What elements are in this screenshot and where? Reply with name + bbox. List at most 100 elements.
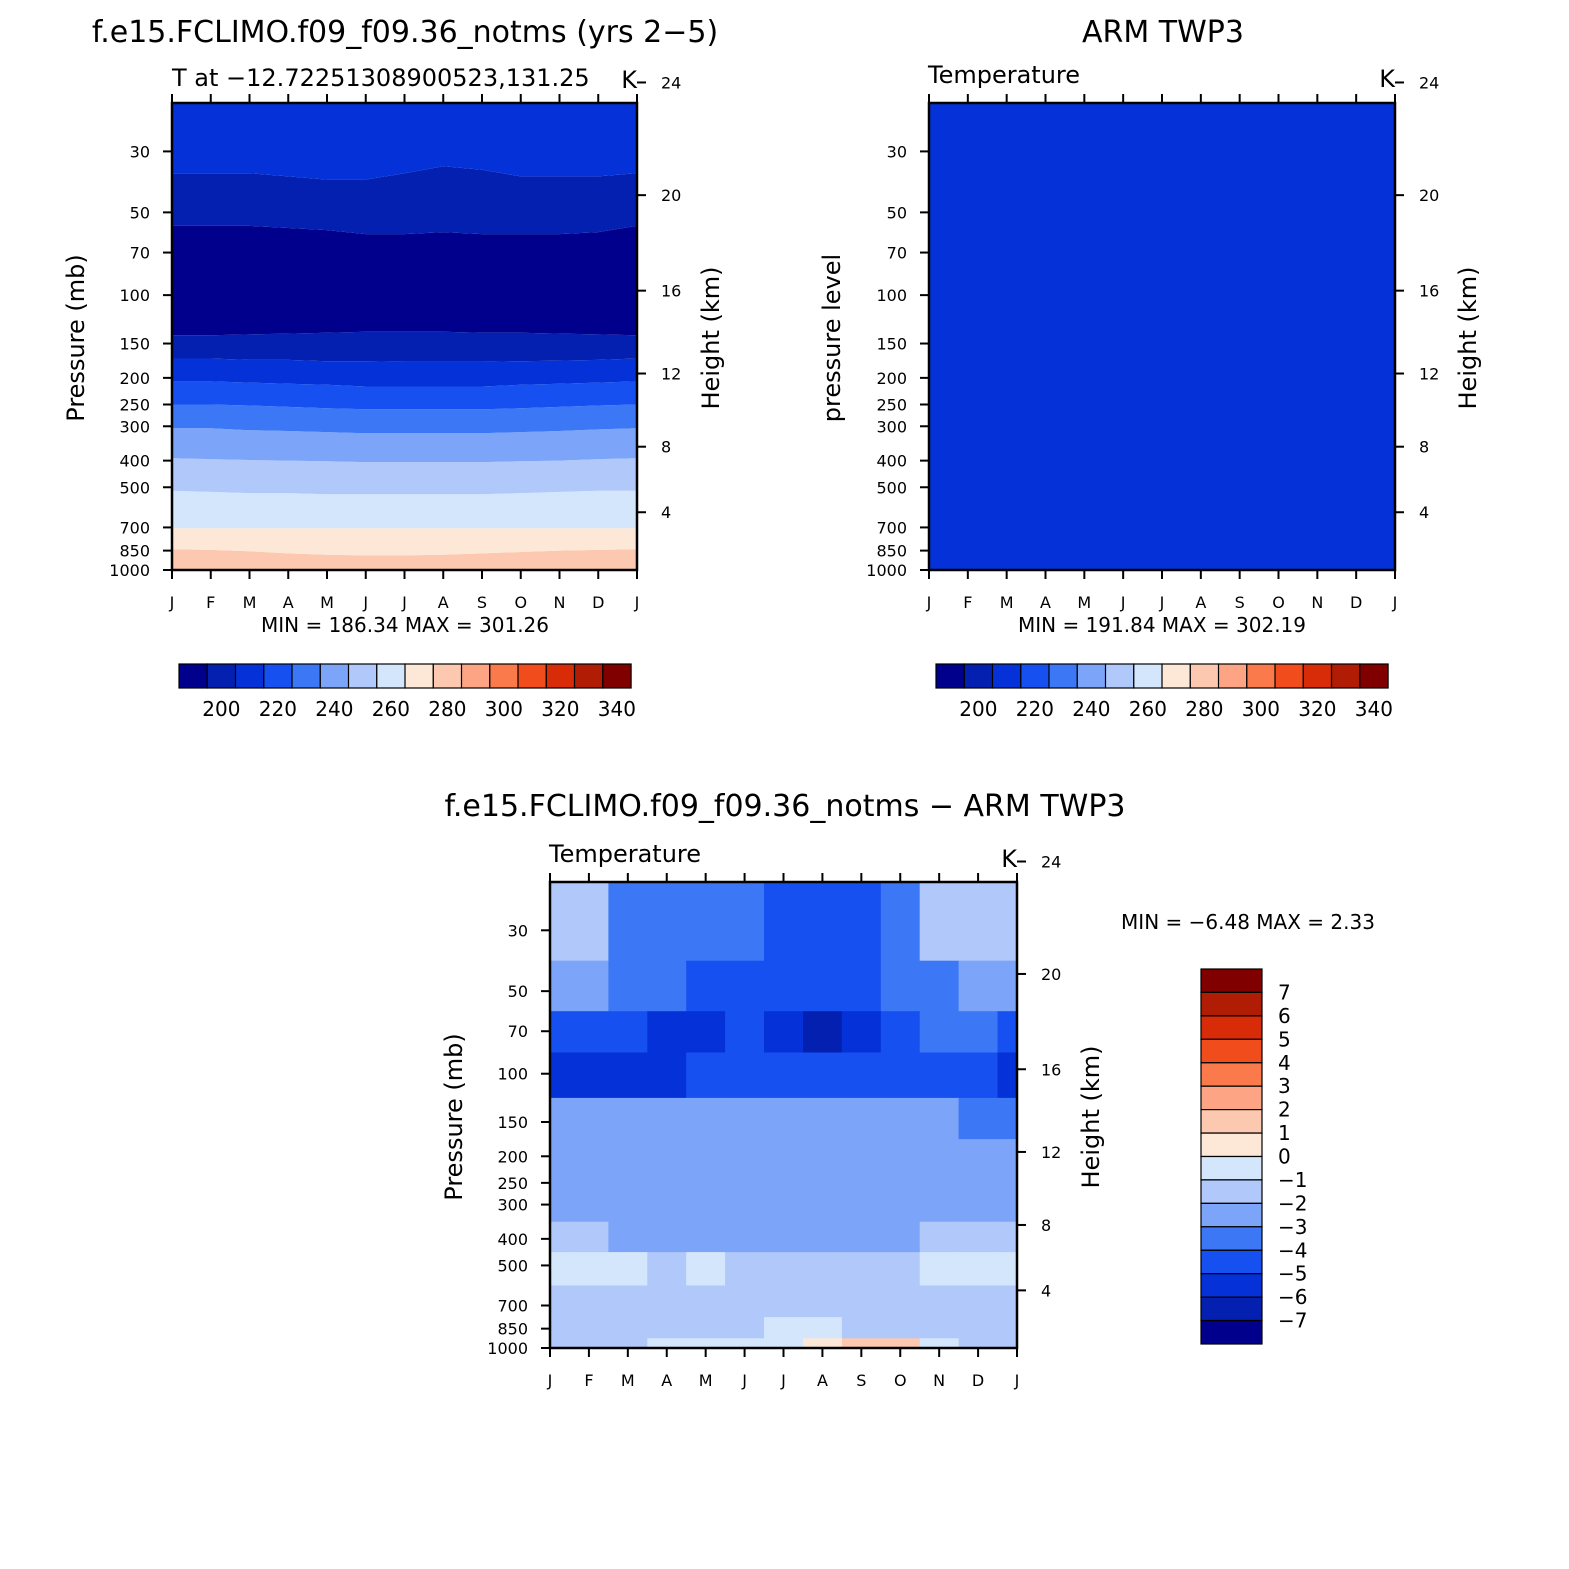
- panel1-contour-band: [172, 331, 637, 362]
- panel1-contour-band: [172, 549, 637, 570]
- panel3-contour-cell: [919, 960, 960, 1012]
- panel3-contour-cell: [764, 1011, 804, 1054]
- height-tick-label: 24: [1419, 73, 1439, 92]
- pressure-tick-label: 700: [497, 1297, 528, 1316]
- panel3-contour-cell: [569, 1338, 609, 1349]
- panel3-colorbar-label: −7: [1278, 1309, 1307, 1333]
- height-tick-label: 16: [1419, 282, 1439, 301]
- colorbar-swatch: [1246, 663, 1276, 689]
- panel1-units: K: [621, 66, 638, 94]
- panel3-contour-cell: [841, 1338, 882, 1349]
- panel3-contour-cell: [608, 1317, 648, 1339]
- panel3-colorbar-label: −4: [1278, 1238, 1307, 1262]
- month-tick-label: M: [243, 593, 257, 612]
- panel3-contour-cell: [919, 1221, 960, 1253]
- panel3-colorbar-label: 4: [1278, 1051, 1291, 1075]
- panel1-colorbar-label: 260: [372, 697, 410, 721]
- month-tick-label: A: [438, 593, 449, 612]
- panel3-contour-cell: [919, 882, 960, 962]
- panel3-contour-cell: [803, 1139, 843, 1181]
- colorbar-swatch: [1076, 663, 1107, 689]
- panel3-contour-cell: [958, 1052, 999, 1099]
- panel1-ylabel: Pressure (mb): [62, 254, 90, 421]
- height-tick-label: 24: [661, 73, 681, 92]
- panel3-contour-cell: [647, 1285, 687, 1318]
- pressure-tick-label: 700: [876, 518, 907, 537]
- month-tick-label: A: [283, 593, 294, 612]
- month-tick-label: N: [933, 1371, 945, 1390]
- colorbar-swatch: [1330, 663, 1361, 689]
- month-tick-label: J: [169, 593, 175, 612]
- panel3-contour-cell: [803, 1221, 843, 1253]
- panel3-contour-cell: [997, 1317, 1018, 1339]
- panel3-contour-cell: [919, 1252, 960, 1286]
- panel3-contour-cell: [608, 1221, 648, 1253]
- colorbar-swatch: [1200, 1062, 1263, 1087]
- panel3-contour-cell: [608, 1139, 648, 1181]
- pressure-tick-label: 400: [119, 452, 150, 471]
- colorbar-swatch: [1048, 663, 1078, 689]
- panel1-subtitle: T at −12.72251308900523,131.25: [171, 64, 590, 92]
- pressure-tick-label: 300: [119, 417, 150, 436]
- month-tick-label: J: [547, 1371, 553, 1390]
- panel3-contour-cell: [550, 1221, 571, 1253]
- panel3-contour-cell: [686, 1052, 726, 1099]
- panel3-contour-cell: [647, 1011, 687, 1054]
- panel1-colorbar: 200 220 240 260 280 300 320 340: [178, 663, 636, 721]
- panel3-contour-cell: [958, 1097, 999, 1140]
- colorbar-swatch: [178, 663, 208, 689]
- month-tick-label: M: [621, 1371, 635, 1390]
- panel3-contour-cell: [919, 1052, 960, 1099]
- panel3-contour-cell: [725, 960, 765, 1012]
- pressure-tick-label: 1000: [866, 561, 907, 580]
- panel2-title: ARM TWP3: [1082, 15, 1244, 50]
- month-tick-label: J: [1159, 593, 1165, 612]
- panel3-contour-cell: [647, 1097, 687, 1140]
- pressure-tick-label: 250: [119, 396, 150, 415]
- month-tick-label: O: [894, 1371, 907, 1390]
- panel3-ylabel: Pressure (mb): [440, 1033, 468, 1200]
- panel3-contour-cell: [958, 1139, 999, 1181]
- colorbar-swatch: [263, 663, 293, 689]
- height-tick-label: 20: [1041, 965, 1061, 984]
- panel3-contour-cell: [919, 1180, 960, 1223]
- panel2-colorbar-label: 320: [1298, 697, 1336, 721]
- colorbar-swatch: [1200, 1155, 1263, 1181]
- panel2-colorbar-label: 280: [1185, 697, 1223, 721]
- colorbar-swatch: [1359, 663, 1389, 689]
- panel3-contour-cell: [803, 1252, 843, 1286]
- panel3-colorbar-label: 6: [1278, 1004, 1291, 1028]
- colorbar-swatch: [1200, 991, 1263, 1017]
- colorbar-swatch: [935, 663, 965, 689]
- colorbar-swatch: [1200, 1132, 1263, 1158]
- panel3-contour-cell: [569, 882, 609, 962]
- panel2-colorbar-label: 220: [1016, 697, 1054, 721]
- pressure-tick-label: 200: [119, 369, 150, 388]
- month-tick-label: D: [972, 1371, 984, 1390]
- panel3-contour-cell: [958, 1317, 999, 1339]
- panel3-contour-cell: [550, 1252, 571, 1286]
- panel3-contour-cell: [841, 960, 882, 1012]
- panel3-contour-cell: [997, 1011, 1018, 1054]
- panel3-contour-cell: [569, 1139, 609, 1181]
- height-tick-label: 12: [661, 365, 681, 384]
- panel3-contour-cell: [569, 1097, 609, 1140]
- panel2-colorbar-label: 240: [1072, 697, 1110, 721]
- panel3-contour-cell: [725, 1011, 765, 1054]
- pressure-tick-label: 50: [130, 203, 150, 222]
- panel3-contour-cell: [803, 1052, 843, 1099]
- month-tick-label: O: [514, 593, 527, 612]
- pressure-tick-label: 200: [876, 369, 907, 388]
- panel2-colorbar-label: 340: [1355, 697, 1393, 721]
- panel3-contour-cell: [647, 1052, 687, 1099]
- month-tick-label: S: [477, 593, 487, 612]
- panel3-contour-cell: [997, 1285, 1018, 1318]
- pressure-tick-label: 850: [497, 1320, 528, 1339]
- panel3-contour-cell: [880, 1317, 921, 1339]
- panel3-contour-cell: [841, 1097, 882, 1140]
- panel3-contour-cell: [803, 1097, 843, 1140]
- panel3-contour-cell: [958, 1180, 999, 1223]
- panel3-contour-cell: [958, 1011, 999, 1054]
- colorbar-swatch: [376, 663, 406, 689]
